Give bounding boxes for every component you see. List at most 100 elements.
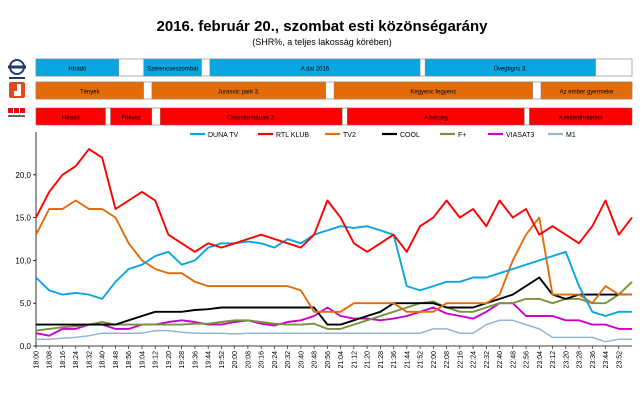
program-label: Híradó	[62, 116, 81, 122]
x-tick-label: 20:48	[312, 351, 319, 369]
x-tick-label: 22:32	[484, 351, 491, 369]
program-block	[35, 58, 119, 77]
x-tick-label: 23:20	[563, 351, 570, 369]
x-tick-label: 18:40	[100, 351, 107, 369]
program-label: A rettenthetetlen	[559, 116, 603, 122]
program-label: A dal 2016	[301, 67, 330, 73]
channel-logos	[8, 59, 26, 117]
x-tick-label: 23:44	[603, 351, 610, 369]
chart-title: 2016. február 20., szombat esti közönség…	[156, 18, 488, 35]
x-tick-label: 23:12	[550, 351, 557, 369]
x-tick-label: 21:28	[378, 351, 385, 369]
x-tick-label: 21:12	[351, 351, 358, 369]
x-tick-label: 21:04	[338, 351, 345, 369]
x-tick-label: 22:24	[471, 351, 478, 369]
series-line	[36, 319, 632, 343]
y-tick-label: 0,0	[20, 342, 32, 351]
program-block	[143, 58, 202, 77]
program-block	[424, 58, 596, 77]
chart-legend: DUNA TV RTL KLUB TV2 COOL F+ VIASAT3 M1	[190, 132, 576, 139]
x-tick-label: 20:00	[232, 351, 239, 369]
x-tick-label: 22:00	[431, 351, 438, 369]
x-tick-label: 21:52	[418, 351, 425, 369]
x-tick-label: 23:36	[590, 351, 597, 369]
rtl-logo-icon	[8, 108, 25, 117]
x-tick-label: 19:04	[139, 351, 146, 369]
x-tick-label: 19:52	[219, 351, 226, 369]
program-label: Fókusz	[122, 116, 141, 122]
x-tick-label: 21:20	[365, 351, 372, 369]
program-label: Jurassic park 3.	[218, 90, 260, 96]
x-tick-label: 22:48	[510, 351, 517, 369]
chart-subtitle: (SHR%, a teljes lakosság körében)	[252, 37, 392, 47]
series-line	[36, 276, 632, 326]
program-label: Kegyenc fegyenc	[410, 90, 456, 96]
x-tick-label: 19:20	[166, 351, 173, 369]
x-tick-label: 18:32	[86, 351, 93, 369]
y-tick-label: 20,0	[15, 171, 31, 180]
y-tick-label: 5,0	[20, 299, 32, 308]
program-label: Üvegtigris 3.	[494, 66, 528, 73]
program-block	[540, 81, 633, 100]
series-line	[35, 281, 633, 332]
series-line	[35, 148, 633, 253]
x-tick-label: 20:16	[259, 351, 266, 369]
legend-label: TV2	[343, 132, 356, 139]
y-tick-label: 15,0	[15, 214, 31, 223]
program-schedule: Híradó Szerencseszombat A dal 2016 Üvegtigr…	[35, 58, 633, 126]
program-label: A bérceg	[424, 116, 448, 122]
x-tick-label: 20:56	[325, 351, 332, 369]
x-tick-label: 20:08	[245, 351, 252, 369]
x-tick-label: 21:36	[391, 351, 398, 369]
program-block	[35, 81, 144, 100]
program-block	[529, 107, 633, 126]
program-label: Csúcsformában 2.	[227, 116, 276, 122]
legend-label: F+	[458, 132, 466, 139]
y-tick-label: 10,0	[15, 256, 31, 265]
x-tick-label: 22:40	[497, 351, 504, 369]
x-tick-label: 22:16	[457, 351, 464, 369]
x-tick-label: 18:24	[73, 351, 80, 369]
x-tick-label: 20:24	[272, 351, 279, 369]
legend-label: COOL	[400, 132, 420, 139]
program-label: Az ember gyermeke	[560, 90, 614, 96]
program-label: Szerencseszombat	[147, 67, 198, 73]
program-block	[209, 58, 421, 77]
x-tick-label: 19:36	[192, 351, 199, 369]
program-block	[151, 81, 326, 100]
x-tick-label: 18:56	[126, 351, 133, 369]
x-tick-label: 18:00	[34, 351, 41, 369]
legend-label: VIASAT3	[506, 132, 534, 139]
program-block	[333, 81, 533, 100]
program-block	[35, 107, 106, 126]
x-tick-label: 23:04	[537, 351, 544, 369]
legend-label: RTL KLUB	[276, 132, 309, 139]
program-label: Híradó	[68, 67, 87, 73]
x-tick-label: 23:28	[577, 351, 584, 369]
x-tick-label: 20:40	[298, 351, 305, 369]
x-tick-label: 19:28	[179, 351, 186, 369]
legend-label: M1	[566, 132, 576, 139]
duna-logo-icon	[8, 59, 26, 79]
legend-label: DUNA TV	[208, 132, 239, 139]
program-block	[347, 107, 525, 126]
x-tick-label: 22:56	[524, 351, 531, 369]
tv2-logo-icon	[9, 82, 25, 98]
x-tick-label: 20:32	[285, 351, 292, 369]
series-lines	[35, 148, 633, 343]
x-tick-label: 19:12	[153, 351, 160, 369]
x-tick-label: 21:44	[404, 351, 411, 369]
x-tick-label: 19:44	[206, 351, 213, 369]
x-tick-label: 23:52	[616, 351, 623, 369]
program-label: Tények	[80, 90, 101, 96]
series-line	[35, 225, 632, 317]
program-block	[110, 107, 153, 126]
program-block	[159, 107, 343, 126]
x-tick-label: 18:16	[60, 351, 67, 369]
x-tick-label: 22:08	[444, 351, 451, 369]
x-tick-label: 18:08	[47, 351, 54, 369]
chart-axes: 0,0 5,0 10,0 15,0 20,0 18:00 18:08 18:16 18:24 18…	[15, 132, 632, 369]
x-tick-label: 18:48	[113, 351, 120, 369]
series-line	[35, 199, 632, 313]
